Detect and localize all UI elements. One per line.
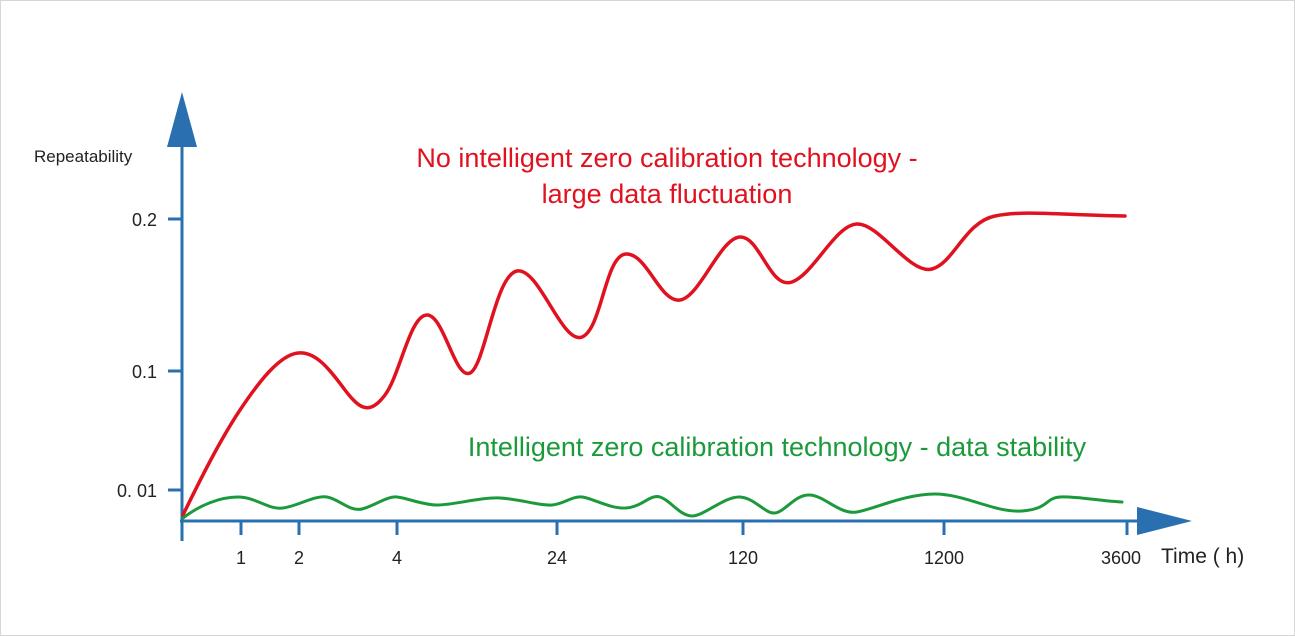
x-tick-marks: [239, 521, 1129, 535]
x-tick-label: 2: [294, 548, 304, 568]
x-tick-label: 24: [547, 548, 567, 568]
x-tick-label: 1200: [924, 548, 964, 568]
x-axis-title: Time ( h): [1161, 545, 1244, 568]
x-tick-label: 120: [728, 548, 758, 568]
red-series-line: [181, 211, 1127, 517]
x-tick-label: 3600: [1101, 548, 1141, 568]
y-tick-marks: [168, 217, 182, 492]
x-tick-label: 4: [392, 548, 402, 568]
y-tick-label: 0.2: [132, 210, 157, 230]
y-tick-label: 0. 01: [117, 481, 157, 501]
y-axis-arrow: [167, 92, 197, 147]
red-annotation-line2: large data fluctuation: [542, 179, 793, 209]
y-axis-title: Repeatability: [34, 147, 133, 166]
x-tick-label: 1: [236, 548, 246, 568]
y-tick-label: 0.1: [132, 362, 157, 382]
x-axis-arrow: [1137, 507, 1192, 535]
green-annotation: Intelligent zero calibration technology …: [468, 432, 1087, 462]
red-annotation-line1: No intelligent zero calibration technolo…: [416, 143, 917, 173]
green-series-line: [181, 492, 1124, 520]
